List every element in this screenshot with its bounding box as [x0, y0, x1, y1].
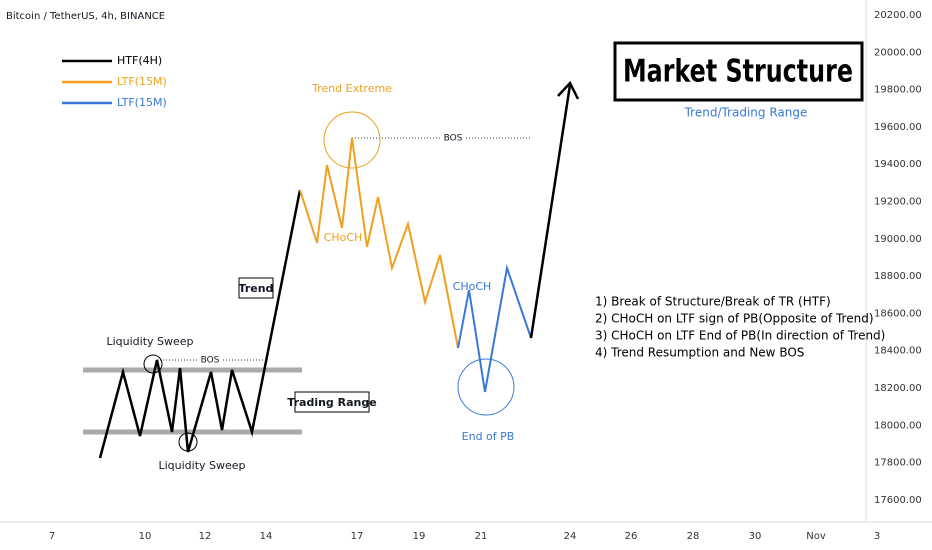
- main-title: Market Structure: [623, 54, 853, 90]
- note: 1) Break of Structure/Break of TR (HTF): [595, 295, 831, 309]
- y-tick-label: 18800.00: [874, 271, 922, 282]
- label-box: [294, 391, 370, 413]
- x-tick-label: 19: [413, 531, 426, 542]
- y-tick-label: 18400.00: [874, 346, 922, 357]
- circle: [143, 354, 163, 374]
- range-label: Trading Range: [287, 396, 376, 409]
- circle: [178, 432, 198, 452]
- trend-label: Trend: [239, 282, 274, 295]
- x-tick-label: 10: [139, 531, 152, 542]
- trend-extreme: Trend Extreme: [311, 82, 392, 95]
- y-tick-label: 20200.00: [874, 10, 922, 21]
- y-tick-label: 19800.00: [874, 85, 922, 96]
- x-tick-label: 30: [749, 531, 762, 542]
- legend: HTF(4H) LTF(15M) LTF(15M): [62, 54, 167, 109]
- y-tick-label: 19200.00: [874, 197, 922, 208]
- note: 2) CHoCH on LTF sign of PB(Opposite of T…: [595, 312, 874, 326]
- sweep-label: Liquidity Sweep: [158, 459, 245, 472]
- ltf-path: [457, 264, 532, 393]
- legend-label: LTF(15M): [117, 75, 167, 88]
- note: 4) Trend Resumption and New BOS: [595, 346, 804, 360]
- x-tick-label: 7: [49, 531, 55, 542]
- choch-label: CHoCH: [324, 231, 363, 244]
- x-tick-label: 17: [351, 531, 364, 542]
- x-tick-label: 28: [687, 531, 700, 542]
- time-axis: 7 10 12 14 17 19 21 24 26 28 30 Nov 3: [49, 531, 880, 542]
- x-tick-label: 12: [199, 531, 212, 542]
- label-bg: [198, 354, 222, 366]
- end-of-pb: End of PB: [462, 430, 515, 443]
- bos-label: BOS: [201, 356, 220, 366]
- y-tick-label: 18200.00: [874, 383, 922, 394]
- notes: 1) Break of Structure/Break of TR (HTF) 2…: [595, 295, 885, 360]
- price-axis: 20200.00 20000.00 19800.00 19600.00 19400.00…: [874, 10, 922, 506]
- x-tick-label: 3: [874, 531, 880, 542]
- note: 3) CHoCH on LTF End of PB(In direction o…: [595, 329, 885, 343]
- label-bg: [440, 132, 466, 144]
- x-tick-label: 14: [260, 531, 273, 542]
- ltf-path: [299, 137, 459, 349]
- y-tick-label: 19400.00: [874, 159, 922, 170]
- y-tick-label: 20000.00: [874, 47, 922, 58]
- label-box: [238, 277, 274, 299]
- x-tick-label: Nov: [806, 531, 826, 542]
- arrow-head: [557, 80, 580, 100]
- x-tick-label: 24: [564, 531, 577, 542]
- bos-label: BOS: [444, 134, 463, 144]
- y-tick-label: 18000.00: [874, 420, 922, 431]
- y-tick-label: 19600.00: [874, 122, 922, 133]
- x-tick-label: 21: [475, 531, 488, 542]
- choch-label: CHoCH: [453, 280, 492, 293]
- y-tick-label: 18600.00: [874, 308, 922, 319]
- htf-path: [529, 84, 572, 339]
- htf-path: [98, 189, 302, 459]
- circle: [323, 111, 381, 169]
- legend-label: HTF(4H): [117, 54, 162, 67]
- chart-title: Bitcoin / TetherUS, 4h, BINANCE: [6, 11, 165, 22]
- sweep-label: Liquidity Sweep: [106, 335, 193, 348]
- subtitle: Trend/Trading Range: [684, 106, 808, 120]
- legend-label: LTF(15M): [117, 96, 167, 109]
- y-tick-label: 19000.00: [874, 234, 922, 245]
- circle: [457, 358, 515, 416]
- title-box: [613, 41, 864, 102]
- y-tick-label: 17800.00: [874, 458, 922, 469]
- y-tick-label: 17600.00: [874, 495, 922, 506]
- x-tick-label: 26: [625, 531, 638, 542]
